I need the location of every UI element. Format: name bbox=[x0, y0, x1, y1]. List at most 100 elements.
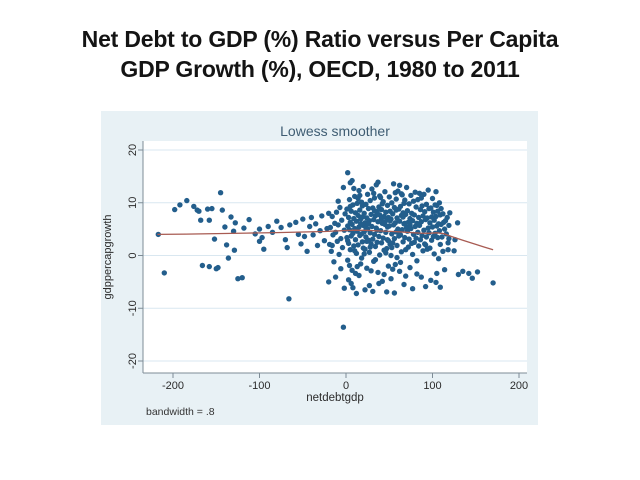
scatter-point bbox=[430, 209, 437, 215]
lowess-line bbox=[157, 229, 494, 251]
scatter-point bbox=[444, 214, 450, 221]
scatter-point bbox=[383, 229, 389, 235]
scatter-point bbox=[447, 210, 453, 216]
scatter-point bbox=[342, 211, 348, 217]
scatter-point bbox=[367, 244, 373, 250]
scatter-point bbox=[295, 231, 302, 238]
scatter-point bbox=[427, 220, 433, 226]
scatter-point bbox=[429, 224, 436, 230]
scatter-point bbox=[425, 225, 431, 231]
scatter-point bbox=[405, 244, 411, 250]
scatter-point bbox=[321, 238, 328, 244]
scatter-point bbox=[409, 251, 416, 258]
scatter-point bbox=[349, 221, 355, 228]
scatter-point bbox=[228, 214, 234, 220]
scatter-point bbox=[372, 243, 379, 250]
scatter-point bbox=[241, 225, 247, 231]
scatter-point bbox=[389, 231, 395, 237]
x-tick-label: 200 bbox=[510, 380, 528, 392]
scatter-point bbox=[437, 241, 443, 248]
slide-title: Net Debt to GDP (%) Ratio versus Per Cap… bbox=[0, 24, 640, 84]
scatter-point bbox=[356, 187, 362, 194]
scatter-point bbox=[400, 239, 406, 245]
scatter-point bbox=[340, 324, 347, 330]
scatter-point bbox=[361, 251, 367, 257]
scatter-point bbox=[441, 267, 448, 273]
scatter-point bbox=[414, 271, 420, 277]
scatter-point bbox=[427, 245, 433, 251]
scatter-point bbox=[416, 190, 423, 196]
scatter-point bbox=[381, 271, 387, 278]
scatter-point bbox=[256, 226, 263, 232]
scatter-point bbox=[274, 218, 280, 224]
scatter-point bbox=[287, 222, 293, 228]
scatter-point bbox=[396, 268, 403, 274]
scatter-point bbox=[390, 211, 396, 217]
scatter-point bbox=[161, 270, 167, 276]
scatter-point bbox=[386, 194, 392, 200]
scatter-point bbox=[409, 286, 416, 292]
scatter-point bbox=[364, 265, 370, 271]
scatter-point bbox=[301, 233, 308, 240]
scatter-point bbox=[428, 205, 434, 211]
scatter-point bbox=[409, 218, 416, 224]
scatter-point bbox=[378, 206, 385, 213]
scatter-point bbox=[368, 211, 374, 218]
scatter-point bbox=[219, 207, 225, 213]
scatter-point bbox=[419, 203, 425, 209]
scatter-point bbox=[222, 224, 228, 230]
scatter-point bbox=[338, 266, 344, 272]
bandwidth-note: bandwidth = .8 bbox=[146, 406, 215, 418]
scatter-point bbox=[199, 262, 206, 269]
scatter-point bbox=[422, 209, 428, 215]
scatter-point bbox=[385, 238, 392, 244]
scatter-point bbox=[372, 213, 379, 219]
scatter-point bbox=[424, 215, 430, 221]
scatter-point bbox=[371, 195, 378, 201]
scatter-point bbox=[184, 197, 190, 204]
scatter-point bbox=[372, 257, 379, 263]
scatter-point bbox=[349, 177, 355, 184]
scatter-point bbox=[286, 296, 292, 302]
scatter-series bbox=[155, 170, 496, 330]
scatter-point bbox=[284, 244, 290, 251]
scatter-point bbox=[406, 201, 412, 207]
scatter-point bbox=[345, 170, 351, 176]
scatter-point bbox=[368, 268, 374, 274]
slide-title-line-1: Net Debt to GDP (%) Ratio versus Per Cap… bbox=[81, 26, 559, 52]
scatter-point bbox=[347, 247, 353, 253]
scatter-point bbox=[375, 219, 381, 225]
scatter-point bbox=[433, 213, 439, 220]
scatter-point bbox=[206, 217, 212, 223]
scatter-point bbox=[440, 248, 446, 254]
x-axis-ticks: -200 -100 0 100 200 bbox=[162, 373, 528, 392]
scatter-point bbox=[411, 212, 417, 218]
scatter-point bbox=[418, 219, 424, 225]
scatter-point bbox=[371, 208, 378, 214]
scatter-point bbox=[359, 239, 366, 245]
scatter-point bbox=[431, 251, 437, 257]
scatter-point bbox=[350, 230, 356, 236]
scatter-point bbox=[466, 270, 472, 277]
scatter-point bbox=[366, 282, 373, 289]
scatter-point bbox=[377, 193, 383, 199]
scatter-point bbox=[396, 218, 403, 224]
scatter-point bbox=[392, 190, 398, 196]
scatter-point bbox=[389, 244, 395, 251]
scatter-point bbox=[395, 226, 401, 232]
scatter-point bbox=[326, 279, 332, 285]
scatter-point bbox=[388, 252, 394, 259]
scatter-point bbox=[310, 232, 316, 238]
scatter-point bbox=[345, 257, 351, 263]
scatter-point bbox=[356, 272, 362, 279]
scatter-point bbox=[355, 195, 361, 202]
scatter-point bbox=[400, 214, 406, 220]
scatter-point bbox=[436, 228, 443, 234]
scatter-point bbox=[300, 216, 306, 222]
scatter-point bbox=[327, 224, 334, 231]
scatter-point bbox=[451, 248, 457, 254]
scatter-point bbox=[353, 218, 360, 224]
y-tick-label: 20 bbox=[127, 144, 139, 156]
scatter-point bbox=[389, 200, 395, 206]
